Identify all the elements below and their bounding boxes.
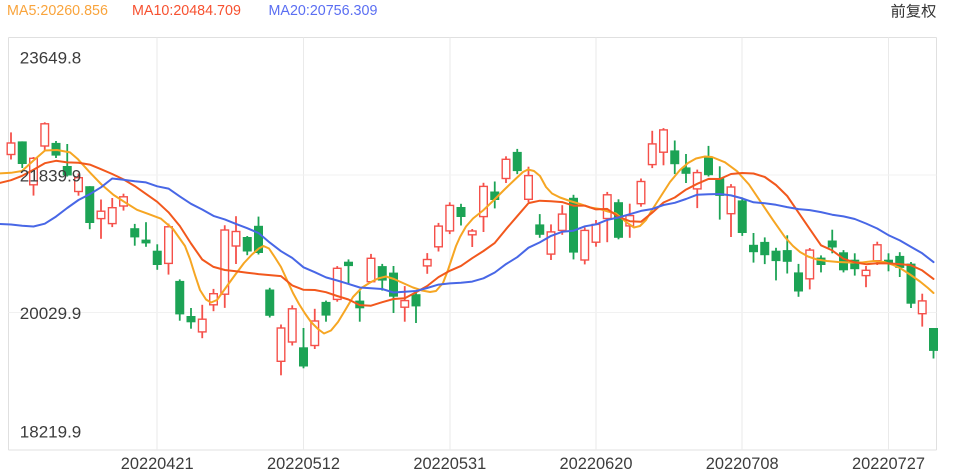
- svg-text:20220708: 20220708: [706, 455, 779, 472]
- svg-text:20220727: 20220727: [852, 455, 925, 472]
- svg-text:MA20:20756.309: MA20:20756.309: [269, 3, 378, 19]
- svg-text:20220512: 20220512: [267, 455, 340, 472]
- svg-text:21839.9: 21839.9: [20, 166, 81, 185]
- svg-text:20220531: 20220531: [413, 455, 486, 472]
- svg-text:20029.9: 20029.9: [20, 304, 81, 323]
- svg-text:20220620: 20220620: [560, 455, 633, 472]
- svg-text:MA10:20484.709: MA10:20484.709: [132, 3, 241, 19]
- svg-text:MA5:20260.856: MA5:20260.856: [7, 3, 108, 19]
- svg-text:23649.8: 23649.8: [20, 48, 81, 67]
- svg-text:20220421: 20220421: [121, 455, 194, 472]
- svg-text:18219.9: 18219.9: [20, 422, 81, 441]
